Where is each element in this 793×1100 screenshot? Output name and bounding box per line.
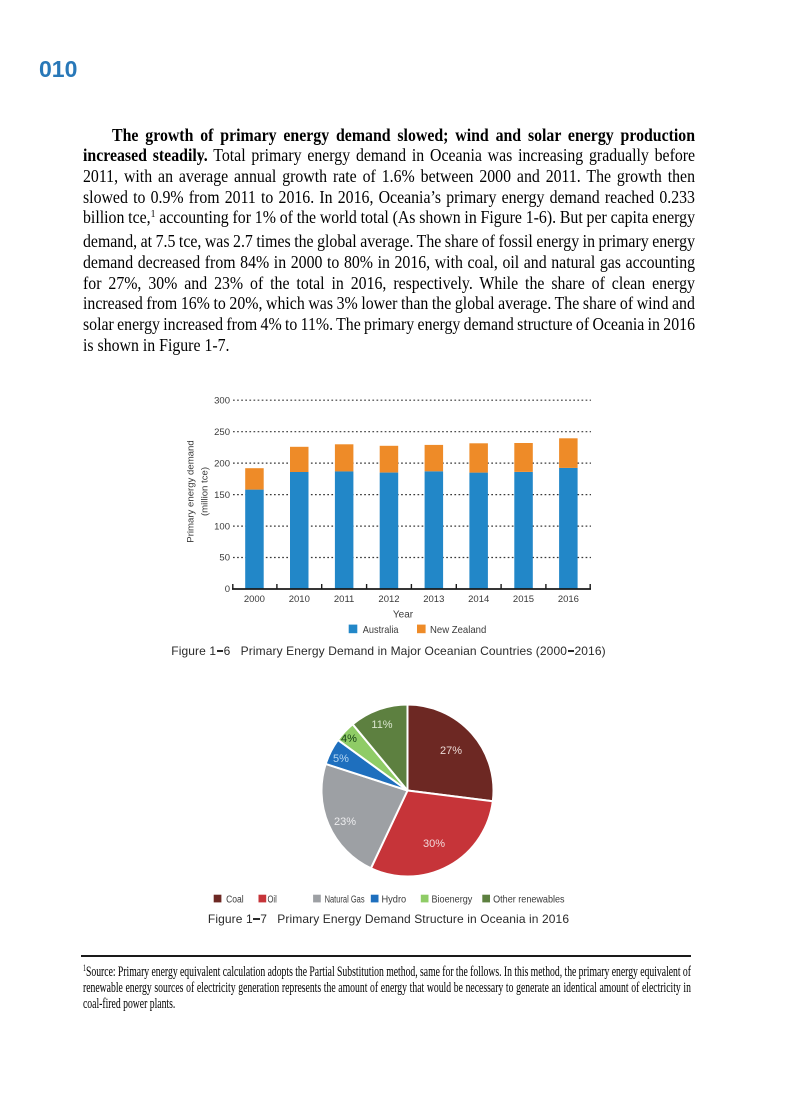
- svg-text:2014: 2014: [468, 594, 489, 605]
- svg-text:27%: 27%: [440, 745, 462, 757]
- svg-text:2015: 2015: [513, 594, 534, 605]
- svg-text:2010: 2010: [289, 594, 310, 605]
- svg-text:New Zealand: New Zealand: [430, 624, 486, 636]
- svg-text:Year: Year: [393, 610, 414, 621]
- svg-text:Bioenergy: Bioenergy: [432, 894, 473, 905]
- svg-text:0: 0: [225, 584, 230, 595]
- svg-text:2000: 2000: [244, 594, 265, 605]
- svg-text:2013: 2013: [423, 594, 444, 605]
- svg-text:Primary energy demand(million: Primary energy demand (million tce): [186, 440, 211, 542]
- svg-text:Other renewables: Other renewables: [493, 894, 564, 905]
- svg-text:250: 250: [214, 427, 230, 438]
- svg-text:23%: 23%: [334, 816, 356, 828]
- svg-text:200: 200: [214, 458, 230, 469]
- svg-text:Natural Gas: Natural Gas: [325, 894, 365, 905]
- svg-text:5%: 5%: [333, 753, 349, 765]
- svg-text:30%: 30%: [423, 838, 445, 850]
- svg-text:100: 100: [214, 521, 230, 532]
- svg-text:50: 50: [219, 553, 230, 564]
- svg-text:Hydro: Hydro: [382, 894, 407, 905]
- svg-text:150: 150: [214, 490, 230, 501]
- svg-text:2011: 2011: [334, 594, 354, 605]
- svg-text:11%: 11%: [371, 719, 392, 731]
- svg-text:4%: 4%: [341, 733, 357, 745]
- svg-text:2016: 2016: [558, 594, 579, 605]
- svg-text:Coal: Coal: [226, 894, 244, 905]
- svg-text:Australia: Australia: [363, 624, 399, 636]
- svg-text:300: 300: [214, 395, 230, 406]
- svg-text:Oil: Oil: [268, 894, 277, 905]
- svg-text:2012: 2012: [378, 594, 399, 605]
